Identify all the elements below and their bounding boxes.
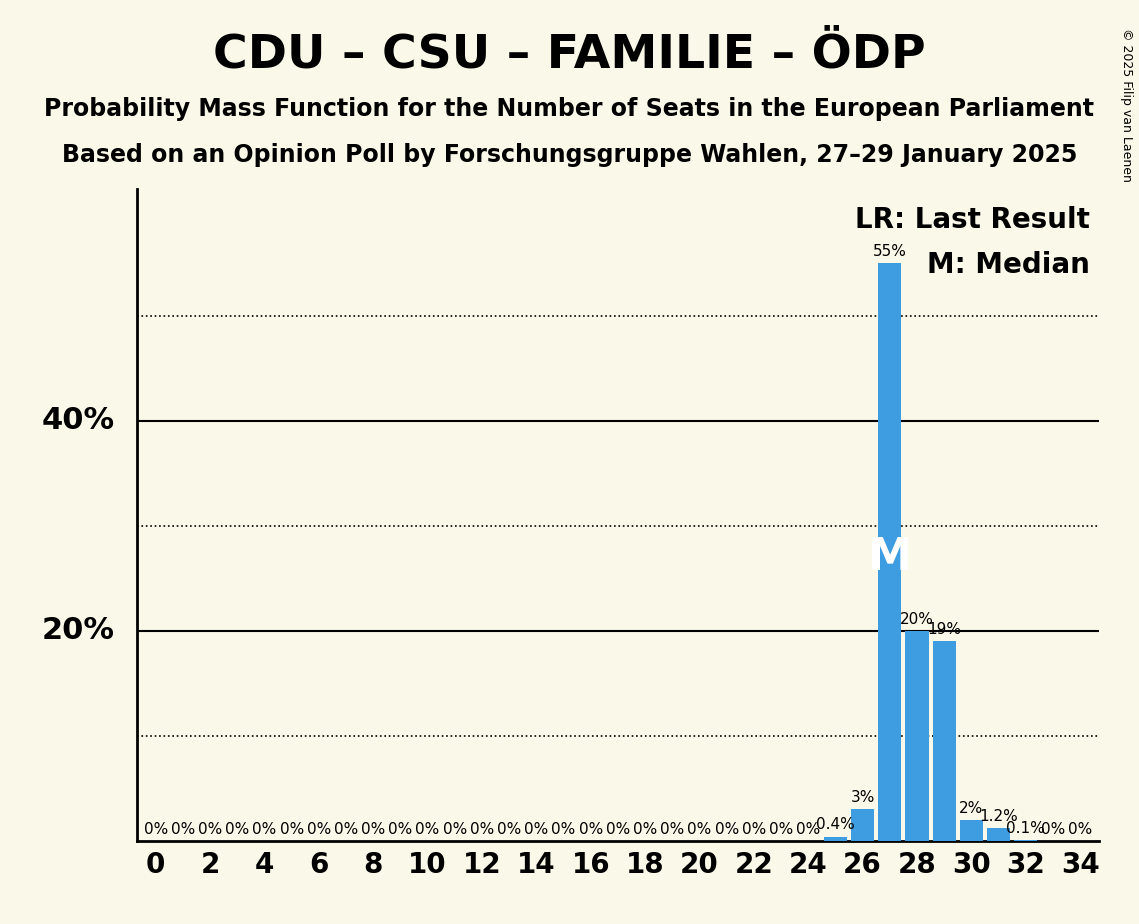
Text: 40%: 40% [42,406,115,435]
Text: 0%: 0% [741,821,765,836]
Text: 0%: 0% [714,821,739,836]
Text: 0%: 0% [1068,821,1092,836]
Text: 0%: 0% [198,821,222,836]
Text: 0%: 0% [388,821,412,836]
Text: 0.4%: 0.4% [816,818,854,833]
Text: 0%: 0% [416,821,440,836]
Text: M: Median: M: Median [927,251,1090,279]
Text: 0%: 0% [769,821,793,836]
Text: © 2025 Filip van Laenen: © 2025 Filip van Laenen [1121,28,1133,182]
Bar [1014,840,1038,841]
Text: 0%: 0% [361,821,385,836]
Text: 20%: 20% [900,612,934,626]
Text: Based on an Opinion Poll by Forschungsgruppe Wahlen, 27–29 January 2025: Based on an Opinion Poll by Forschungsgr… [62,143,1077,167]
Text: 0%: 0% [334,821,358,836]
Text: 0%: 0% [226,821,249,836]
Text: 0%: 0% [606,821,630,836]
Text: 0%: 0% [306,821,331,836]
Text: 0%: 0% [443,821,467,836]
Text: 0%: 0% [497,821,522,836]
Text: 2%: 2% [959,800,983,816]
Text: 0.1%: 0.1% [1007,821,1046,835]
Bar [823,836,847,841]
Text: 0%: 0% [579,821,603,836]
Text: 3%: 3% [851,790,875,805]
Text: M: M [868,536,912,578]
Text: 0%: 0% [551,821,575,836]
Text: 0%: 0% [279,821,304,836]
Bar [960,820,983,841]
Text: 0%: 0% [661,821,685,836]
Bar [878,263,901,841]
Text: 0%: 0% [171,821,195,836]
Text: 55%: 55% [872,244,907,259]
Text: 0%: 0% [253,821,277,836]
Text: LR: Last Result: LR: Last Result [854,206,1090,234]
Text: 0%: 0% [524,821,549,836]
Text: 19%: 19% [927,622,961,637]
Text: Probability Mass Function for the Number of Seats in the European Parliament: Probability Mass Function for the Number… [44,97,1095,121]
Text: 1.2%: 1.2% [980,809,1018,824]
Text: CDU – CSU – FAMILIE – ÖDP: CDU – CSU – FAMILIE – ÖDP [213,32,926,78]
Text: 0%: 0% [144,821,167,836]
Bar [933,641,956,841]
Bar [906,631,928,841]
Text: 0%: 0% [1041,821,1065,836]
Text: 0%: 0% [687,821,712,836]
Text: 0%: 0% [633,821,657,836]
Bar [988,828,1010,841]
Text: 0%: 0% [796,821,820,836]
Bar [851,809,874,841]
Text: 20%: 20% [42,616,115,645]
Text: 0%: 0% [470,821,494,836]
